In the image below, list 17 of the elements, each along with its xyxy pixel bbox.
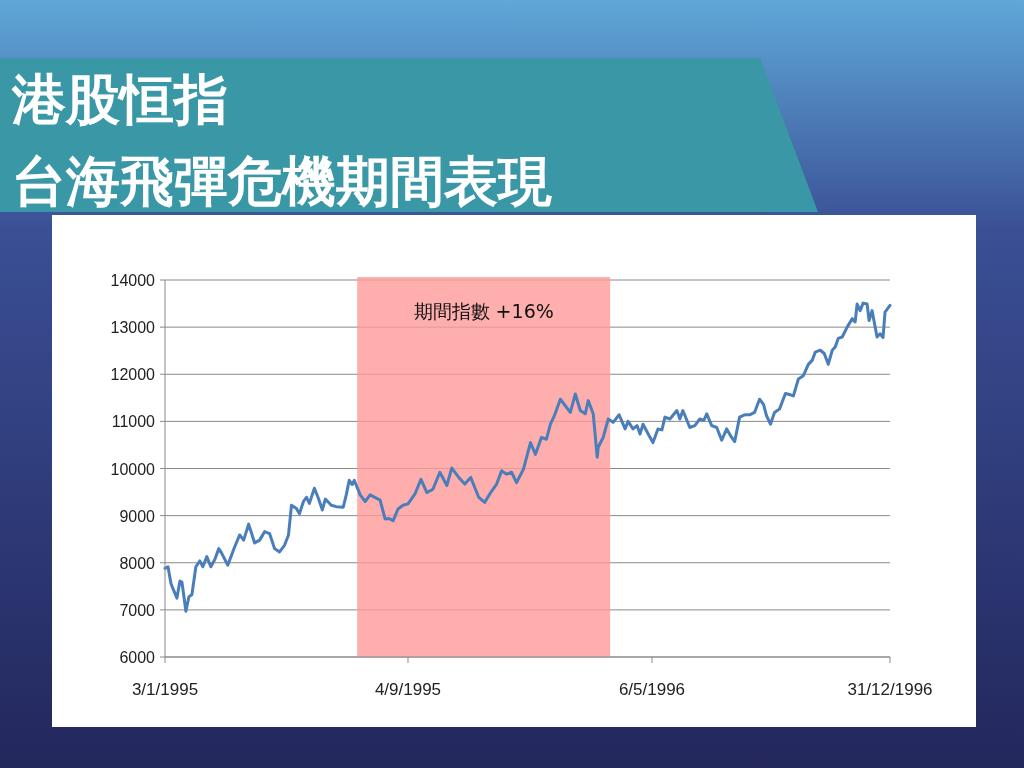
line-series	[163, 301, 892, 613]
chart-title: 港股恒指	[11, 68, 228, 131]
y-tick-label: 7000	[119, 601, 156, 619]
x-tick-label: 31/12/1996	[847, 680, 933, 699]
y-tick-label: 12000	[110, 366, 156, 384]
y-tick-label: 8000	[119, 554, 156, 572]
x-tick-label: 4/9/1995	[374, 680, 442, 699]
x-tick-label: 6/5/1996	[618, 680, 686, 699]
y-tick-label: 14000	[110, 272, 156, 289]
y-tick-label: 6000	[119, 649, 156, 666]
chart-subtitle: 台海飛彈危機期間表現	[12, 150, 552, 213]
band-label: 期間指數 +16%	[413, 300, 554, 322]
y-tick-label: 9000	[119, 507, 156, 525]
y-tick-label: 11000	[111, 413, 156, 431]
y-tick-label: 13000	[110, 319, 156, 337]
y-tick-label: 10000	[110, 460, 156, 478]
x-tick-label: 3/1/1995	[131, 680, 199, 699]
